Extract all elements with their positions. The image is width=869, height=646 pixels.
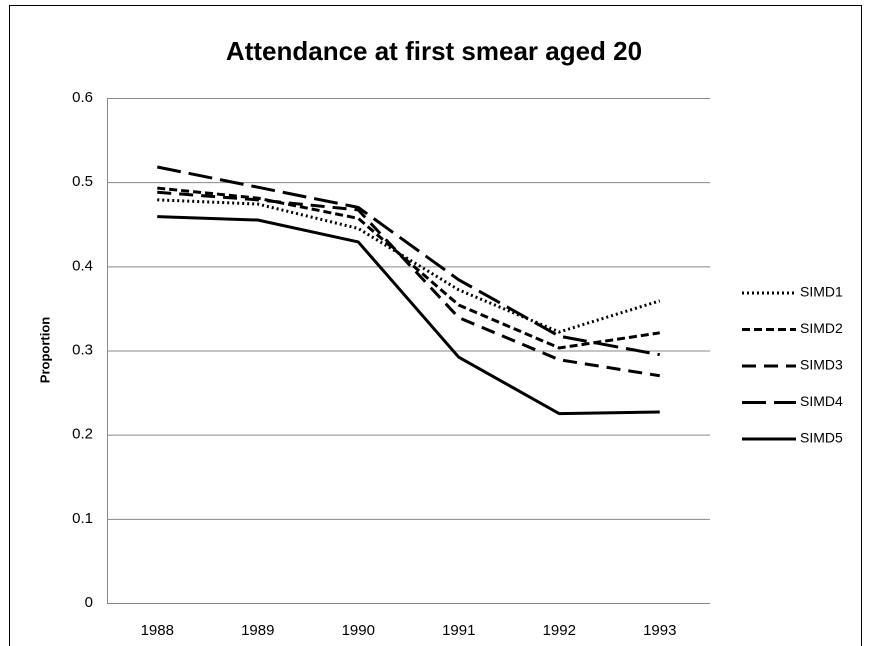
y-tick-label: 0.6 — [72, 89, 93, 106]
y-tick-label: 0.4 — [72, 257, 93, 274]
y-tick-label: 0 — [85, 594, 93, 611]
legend-label: SIMD2 — [800, 320, 843, 336]
y-axis-label: Proportion — [37, 317, 52, 383]
x-tick-label: 1993 — [643, 622, 676, 639]
data-line — [156, 165, 661, 357]
y-tick-label: 0.1 — [72, 510, 93, 527]
x-tick-label: 1989 — [241, 622, 274, 639]
chart-title: Attendance at first smear aged 20 — [226, 36, 642, 66]
x-tick-label: 1992 — [543, 622, 576, 639]
chart-frame — [9, 5, 862, 646]
x-tick-label: 1990 — [342, 622, 375, 639]
legend-label: SIMD5 — [800, 430, 843, 446]
y-tick-label: 0.2 — [72, 426, 93, 443]
data-line — [157, 190, 660, 378]
legend-label: SIMD1 — [800, 284, 843, 300]
y-tick-label: 0.5 — [72, 173, 93, 190]
legend-label: SIMD4 — [800, 393, 843, 409]
x-tick-label: 1991 — [442, 622, 475, 639]
y-tick-label: 0.3 — [72, 341, 93, 358]
x-tick-label: 1988 — [141, 622, 174, 639]
data-line — [157, 215, 660, 416]
legend-label: SIMD3 — [800, 357, 843, 373]
